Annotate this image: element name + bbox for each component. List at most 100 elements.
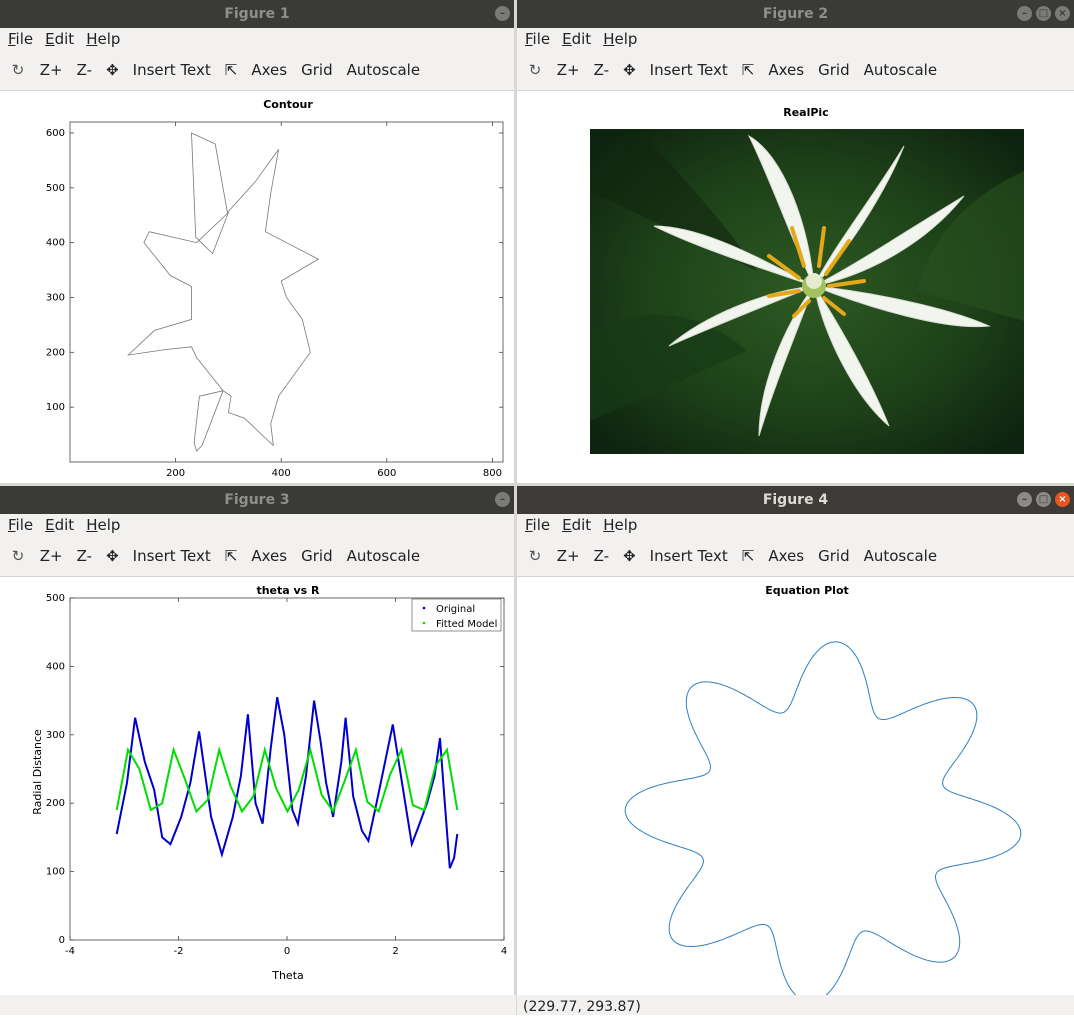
axes-button[interactable]: Axes [768, 61, 805, 79]
title-bar[interactable]: Figure 1 – [0, 0, 514, 28]
x-tick-label: 400 [272, 468, 291, 479]
zoom-out-button[interactable]: Z- [76, 61, 93, 79]
pan-icon[interactable]: ✥ [106, 61, 119, 79]
window-separator-horizontal [0, 483, 1074, 486]
toolbar: ↻ Z+ Z- ✥ Insert Text ⇱ Axes Grid Autoscale [517, 536, 1074, 577]
grid-button[interactable]: Grid [301, 547, 333, 565]
minimize-icon[interactable]: – [495, 6, 510, 21]
axes-button[interactable]: Axes [251, 61, 288, 79]
maximize-icon[interactable]: □ [1036, 492, 1051, 507]
menu-file[interactable]: File [525, 30, 551, 48]
chart-title: theta vs R [256, 584, 320, 597]
y-tick-label: 0 [59, 935, 65, 946]
figure-2-window: Figure 2 – □ × File Edit Help ↻ Z+ Z- ✥ Inser… [517, 0, 1074, 483]
contour-axes: 200 400 600 800 100 200 300 400 500 600 [46, 121, 504, 479]
menu-edit[interactable]: Edit [45, 30, 75, 48]
menu-bar: File Edit Help [517, 514, 1074, 536]
x-tick-label: 2 [392, 946, 398, 957]
menu-edit[interactable]: Edit [45, 516, 75, 534]
y-tick-label: 300 [46, 292, 65, 303]
menu-help[interactable]: Help [86, 30, 121, 48]
close-icon[interactable]: × [1055, 6, 1070, 21]
zoom-out-button[interactable]: Z- [593, 547, 610, 565]
rotate-icon[interactable]: ↻ [11, 61, 25, 79]
minimize-icon[interactable]: – [1017, 6, 1032, 21]
zoom-in-button[interactable]: Z+ [556, 61, 580, 79]
zoom-in-button[interactable]: Z+ [556, 547, 580, 565]
y-tick-label: 200 [46, 798, 65, 809]
minimize-icon[interactable]: – [1017, 492, 1032, 507]
menu-help[interactable]: Help [603, 516, 638, 534]
menu-help[interactable]: Help [603, 30, 638, 48]
rotate-icon[interactable]: ↻ [528, 61, 542, 79]
original-series [115, 697, 459, 869]
pan-icon[interactable]: ✥ [623, 61, 636, 79]
autoscale-button[interactable]: Autoscale [346, 547, 421, 565]
title-bar[interactable]: Figure 3 – [0, 486, 514, 514]
legend-original: Original [436, 604, 475, 615]
grid-button[interactable]: Grid [818, 61, 850, 79]
pan-icon[interactable]: ✥ [623, 547, 636, 565]
y-tick-label: 600 [46, 128, 65, 139]
window-title: Figure 3 [224, 492, 290, 508]
select-pointer-icon[interactable]: ⇱ [741, 61, 755, 79]
toolbar: ↻ Z+ Z- ✥ Insert Text ⇱ Axes Grid Autoscale [0, 50, 514, 91]
y-tick-label: 100 [46, 867, 65, 878]
pan-icon[interactable]: ✥ [106, 547, 119, 565]
figure-1-window: Figure 1 – File Edit Help ↻ Z+ Z- ✥ Insert Te… [0, 0, 514, 483]
menu-bar: File Edit Help [0, 514, 514, 536]
menu-file[interactable]: File [8, 516, 34, 534]
y-tick-label: 500 [46, 593, 65, 604]
menu-edit[interactable]: Edit [562, 516, 592, 534]
grid-button[interactable]: Grid [818, 547, 850, 565]
insert-text-button[interactable]: Insert Text [132, 61, 211, 79]
select-pointer-icon[interactable]: ⇱ [224, 547, 238, 565]
insert-text-button[interactable]: Insert Text [649, 547, 728, 565]
menu-file[interactable]: File [525, 516, 551, 534]
autoscale-button[interactable]: Autoscale [863, 547, 938, 565]
realpic-plot[interactable]: RealPic [517, 91, 1074, 483]
grid-button[interactable]: Grid [301, 61, 333, 79]
autoscale-button[interactable]: Autoscale [346, 61, 421, 79]
axes-button[interactable]: Axes [251, 547, 288, 565]
x-tick-label: 800 [483, 468, 502, 479]
zoom-in-button[interactable]: Z+ [39, 547, 63, 565]
menu-edit[interactable]: Edit [562, 30, 592, 48]
x-tick-label: 4 [501, 946, 507, 957]
legend: Original Fitted Model [411, 598, 502, 632]
plot-frame [69, 121, 504, 463]
insert-text-button[interactable]: Insert Text [649, 61, 728, 79]
autoscale-button[interactable]: Autoscale [863, 61, 938, 79]
select-pointer-icon[interactable]: ⇱ [224, 61, 238, 79]
theta-vs-r-plot[interactable]: theta vs R -4 -2 0 2 4 0 100 200 300 400 500 Theta… [0, 577, 514, 995]
equation-plot[interactable]: Equation Plot [517, 577, 1074, 995]
close-icon[interactable]: × [1055, 492, 1070, 507]
insert-text-button[interactable]: Insert Text [132, 547, 211, 565]
title-bar[interactable]: Figure 4 – □ × [517, 486, 1074, 514]
maximize-icon[interactable]: □ [1036, 6, 1051, 21]
title-bar[interactable]: Figure 2 – □ × [517, 0, 1074, 28]
chart-title: RealPic [783, 106, 828, 119]
menu-bar: File Edit Help [517, 28, 1074, 50]
axes-button[interactable]: Axes [768, 547, 805, 565]
toolbar: ↻ Z+ Z- ✥ Insert Text ⇱ Axes Grid Autoscale [517, 50, 1074, 91]
menu-file[interactable]: File [8, 30, 34, 48]
zoom-out-button[interactable]: Z- [593, 61, 610, 79]
rotate-icon[interactable]: ↻ [11, 547, 25, 565]
window-title: Figure 1 [224, 6, 290, 22]
menu-help[interactable]: Help [86, 516, 121, 534]
contour-plot[interactable]: Contour 200 400 600 800 100 200 300 400 500 600 [0, 91, 514, 483]
chart-title: Equation Plot [765, 584, 849, 597]
x-tick-label: -4 [65, 946, 75, 957]
select-pointer-icon[interactable]: ⇱ [741, 547, 755, 565]
rotate-icon[interactable]: ↻ [528, 547, 542, 565]
status-bar-left [0, 995, 516, 1015]
y-tick-label: 400 [46, 661, 65, 672]
window-title: Figure 2 [762, 6, 829, 22]
zoom-in-button[interactable]: Z+ [39, 61, 63, 79]
y-tick-label: 200 [46, 347, 65, 358]
zoom-out-button[interactable]: Z- [76, 547, 93, 565]
x-tick-label: 0 [284, 946, 290, 957]
minimize-icon[interactable]: – [495, 492, 510, 507]
x-tick-label: 600 [377, 468, 396, 479]
